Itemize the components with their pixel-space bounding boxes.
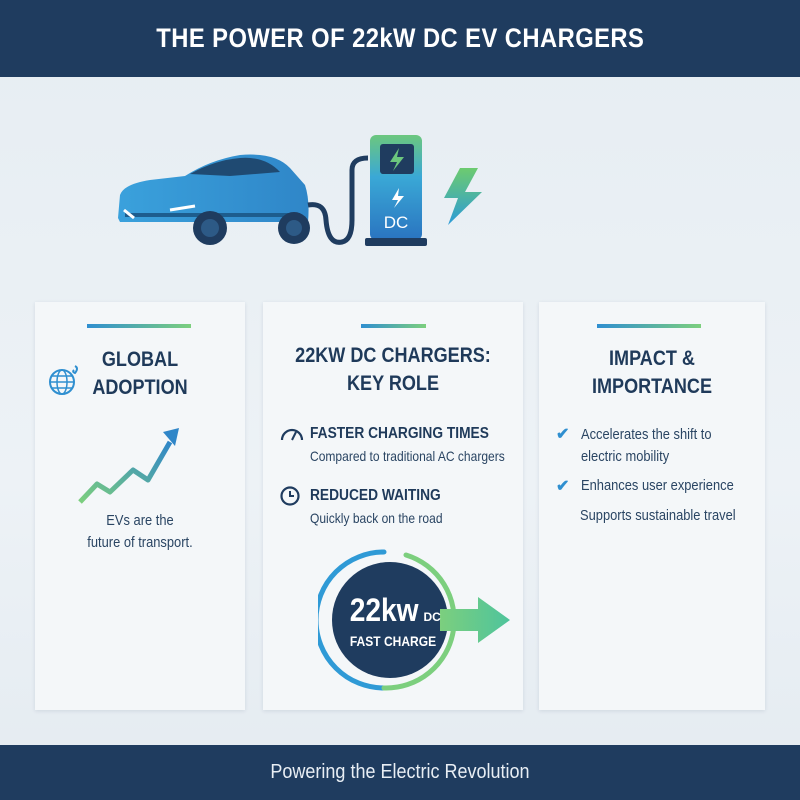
check-icon: ✔: [556, 426, 570, 443]
card-global-adoption: GLOBAL ADOPTION EVs are the future of tran…: [35, 302, 245, 710]
card-title: 22KW DC CHARGERS: KEY ROLE: [295, 344, 491, 395]
speedometer-icon: [280, 428, 304, 441]
globe-icon: [49, 365, 78, 395]
card-title: IMPACT & IMPORTANCE: [591, 347, 713, 398]
charging-cable: [307, 155, 369, 245]
accent-bar: [597, 324, 701, 328]
card-impact: IMPACT & IMPORTANCE ✔ Accelerates the shi…: [539, 302, 765, 710]
item-heading: REDUCED WAITING: [310, 487, 441, 504]
fast-charge-badge: [318, 549, 510, 691]
impact-item: Supports sustainable travel: [580, 507, 736, 524]
impact-item: Enhances user experience: [581, 477, 734, 494]
item-heading: FASTER CHARGING TIMES: [310, 425, 489, 442]
footer-tagline: Powering the Electric Revolution: [270, 761, 530, 783]
footer-banner: Powering the Electric Revolution: [0, 745, 800, 800]
growth-arrow-icon: [78, 428, 179, 504]
impact-item: Accelerates the shift to electric mobilit…: [581, 426, 712, 465]
card-text: EVs are the future of transport.: [87, 512, 193, 551]
clock-icon: [280, 486, 300, 506]
accent-bar: [87, 324, 191, 328]
badge-label: FAST CHARGE: [349, 633, 437, 649]
charger-label: DC: [384, 213, 409, 232]
page-title: THE POWER OF 22kW DC EV CHARGERS: [155, 23, 645, 53]
card-key-role: 22KW DC CHARGERS: KEY ROLE FASTER CHARGIN…: [263, 302, 523, 710]
car-icon: [118, 154, 310, 245]
lightning-icon: [444, 168, 482, 225]
item-text: Quickly back on the road: [310, 510, 443, 526]
badge-value: 22kw DC: [349, 592, 441, 628]
header-banner: THE POWER OF 22kW DC EV CHARGERS: [0, 0, 800, 77]
hero-illustration: DC: [118, 135, 482, 246]
charger-icon: DC: [365, 135, 427, 246]
accent-bar: [361, 324, 426, 328]
card-title: GLOBAL ADOPTION: [92, 348, 188, 399]
check-icon: ✔: [556, 478, 570, 495]
item-text: Compared to traditional AC chargers: [310, 448, 505, 464]
